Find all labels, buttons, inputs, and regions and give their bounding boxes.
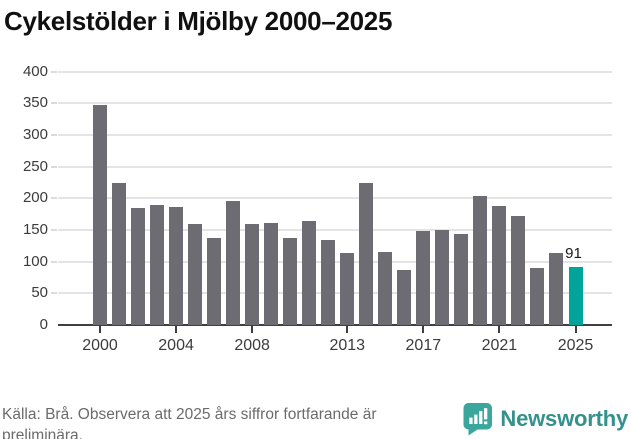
bar-2025	[568, 267, 583, 325]
bar-2016	[397, 269, 412, 325]
bar-2002	[131, 207, 146, 325]
y-tick-label-200: 200	[22, 189, 48, 207]
source-note-line: Källa: Brå. Observera att 2025 års siffr…	[2, 406, 377, 423]
bar-2003	[150, 205, 165, 325]
bar-2019	[454, 233, 469, 325]
x-tick-label-2021: 2021	[481, 337, 518, 354]
x-tick-2013	[346, 326, 349, 333]
y-tick-200	[51, 197, 57, 200]
bar-2012	[321, 239, 336, 325]
y-tick-label-300: 300	[22, 126, 48, 144]
footer: Källa: Brå. Observera att 2025 års siffr…	[0, 402, 631, 439]
bar-2014	[359, 182, 374, 325]
y-tick-250	[51, 165, 57, 168]
newsworthy-logo[interactable]: Newsworthy	[463, 402, 628, 436]
bar-2015	[378, 251, 393, 325]
y-tick-300	[51, 134, 57, 137]
bar-2017	[416, 230, 431, 325]
y-tick-400	[51, 70, 57, 73]
y-tick-100	[51, 260, 57, 263]
x-tick-label-2008: 2008	[234, 337, 270, 354]
y-tick-label-250: 250	[22, 157, 48, 175]
y-tick-label-400: 400	[22, 62, 48, 80]
gridline-200	[58, 197, 612, 200]
bar-2004	[169, 207, 184, 325]
y-tick-label-350: 350	[22, 94, 48, 112]
bar-2001	[112, 182, 127, 325]
bar-2000	[93, 105, 107, 325]
x-tick-label-2004: 2004	[158, 337, 194, 354]
y-tick-label-0: 0	[39, 316, 48, 333]
x-tick-2000	[99, 326, 101, 333]
bar-2022	[511, 216, 526, 325]
bar-2007	[226, 200, 241, 325]
source-note: Källa: Brå. Observera att 2025 års siffr…	[2, 404, 472, 439]
y-tick-label-100: 100	[22, 252, 48, 270]
bar-2018	[435, 230, 450, 325]
bar-2023	[530, 268, 545, 325]
bar-2008	[245, 223, 260, 325]
bar-2024	[549, 252, 564, 325]
bar-2009	[264, 223, 279, 325]
x-tick-label-2025: 2025	[557, 337, 594, 354]
gridline-250	[58, 165, 612, 168]
x-tick-label-2013: 2013	[329, 337, 366, 354]
bar-2010	[283, 238, 298, 325]
gridline-150	[58, 229, 612, 231]
gridline-300	[58, 134, 612, 137]
bar-2013	[340, 253, 355, 325]
y-tick-label-50: 50	[31, 284, 48, 302]
gridline-350	[58, 102, 612, 105]
bar-2021	[492, 205, 507, 325]
x-tick-2008	[251, 326, 254, 333]
x-tick-2004	[175, 326, 178, 333]
bar-2006	[207, 238, 222, 325]
chart-title: Cykelstölder i Mjölby 2000–2025	[4, 6, 393, 36]
bar-2011	[302, 220, 317, 325]
x-axis-line	[58, 324, 612, 326]
x-tick-2021	[498, 326, 501, 333]
source-note-line: preliminära.	[2, 427, 83, 439]
bar-2005	[188, 223, 203, 325]
newsworthy-wordmark: Newsworthy	[500, 406, 628, 431]
newsworthy-icon	[463, 402, 493, 436]
y-tick-label-150: 150	[22, 221, 48, 238]
y-tick-350	[51, 102, 57, 105]
x-tick-label-2017: 2017	[405, 337, 442, 354]
x-tick-2017	[422, 326, 425, 333]
bar-2020	[473, 196, 488, 325]
gridline-400	[58, 70, 612, 73]
x-tick-2025	[574, 326, 577, 333]
y-tick-50	[51, 292, 57, 295]
y-tick-150	[51, 229, 57, 231]
x-tick-label-2000: 2000	[82, 337, 118, 354]
value-label-2025: 91	[565, 245, 582, 263]
